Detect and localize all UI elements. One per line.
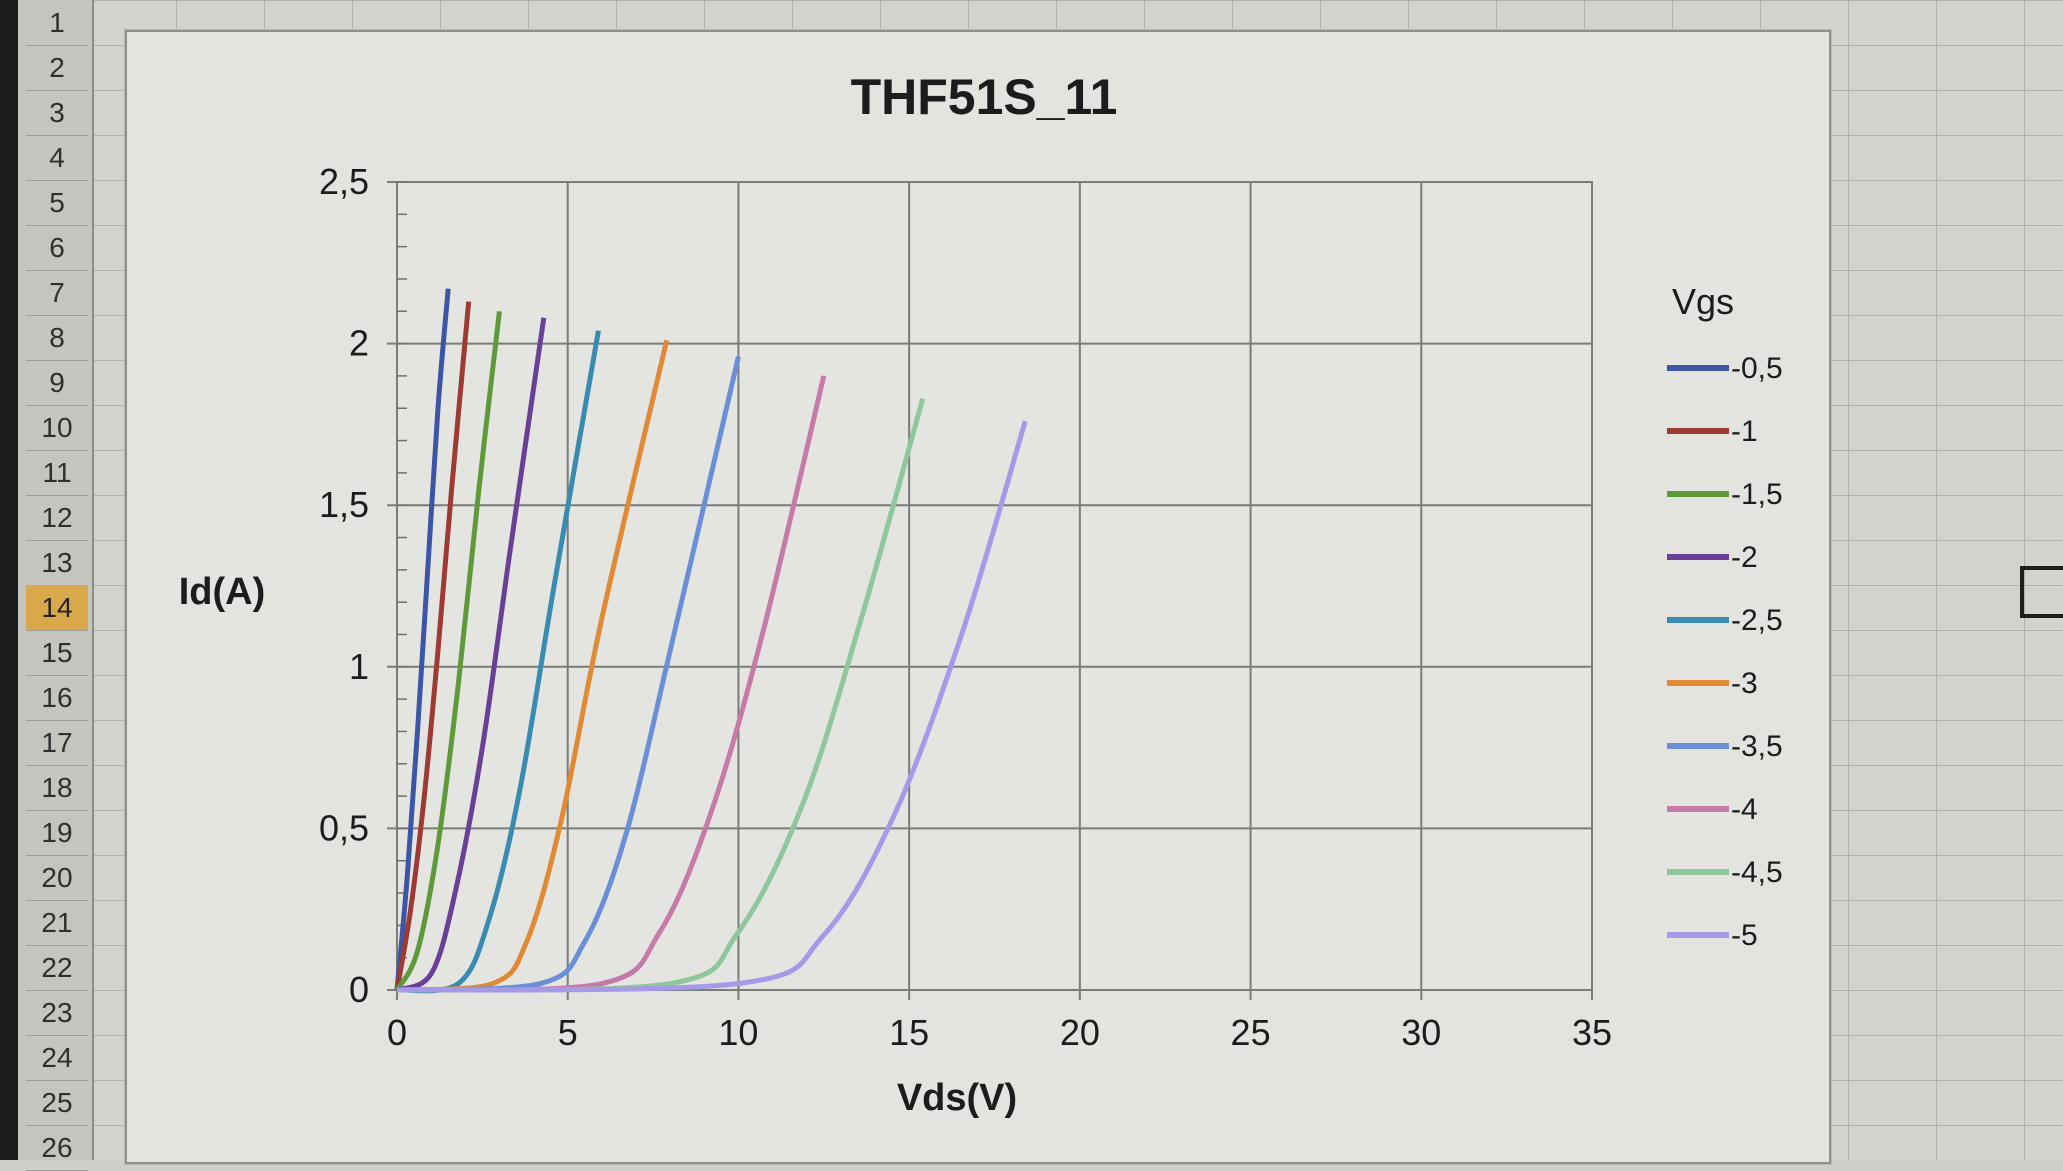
x-tick-label: 10 — [718, 1012, 758, 1053]
x-tick-label: 35 — [1572, 1012, 1612, 1053]
y-tick-label: 0,5 — [319, 807, 369, 848]
plot-area — [396, 181, 1593, 991]
row-number[interactable]: 11 — [26, 450, 88, 496]
chart-area[interactable]: THF51S_11 Id(A) Vds(V) 0 5 10 15 20 25 30 35 0 0,… — [125, 30, 1831, 1164]
y-tick-label: 2 — [349, 323, 369, 364]
row-number[interactable]: 12 — [26, 495, 88, 541]
row-number[interactable]: 17 — [26, 720, 88, 766]
series-line-10 — [396, 420, 1028, 993]
row-number[interactable]: 23 — [26, 990, 88, 1036]
row-number[interactable]: 14 — [26, 585, 88, 631]
row-number[interactable]: 22 — [26, 945, 88, 991]
cell-selection-cursor[interactable] — [2020, 566, 2063, 618]
series-line-6 — [396, 339, 670, 993]
row-number[interactable]: 10 — [26, 405, 88, 451]
legend-label: -3 — [1731, 667, 1758, 700]
legend-label: -3,5 — [1731, 730, 1783, 763]
series-line-1 — [394, 288, 451, 991]
legend-label: -4 — [1731, 793, 1758, 826]
row-number[interactable]: 25 — [26, 1080, 88, 1126]
row-number[interactable]: 1 — [26, 0, 88, 46]
row-number[interactable]: 18 — [26, 765, 88, 811]
legend-title: Vgs — [1672, 281, 1734, 322]
x-tick-label: 25 — [1231, 1012, 1271, 1053]
row-number[interactable]: 19 — [26, 810, 88, 856]
legend: Vgs -0,5 -1 -1,5 -2 -2,5 -3 -3,5 -4 -4,5 -5 — [1667, 281, 1783, 952]
x-axis-title: Vds(V) — [897, 1077, 1017, 1119]
row-number[interactable]: 7 — [26, 270, 88, 316]
series-line-3 — [394, 310, 502, 992]
chart-svg: THF51S_11 Id(A) Vds(V) 0 5 10 15 20 25 30 35 0 0,… — [179, 69, 1783, 1119]
row-number[interactable]: 3 — [26, 90, 88, 136]
gridlines — [387, 181, 1593, 1000]
series-line-5 — [396, 330, 601, 994]
chart-title: THF51S_11 — [851, 69, 1118, 125]
row-number[interactable]: 5 — [26, 180, 88, 226]
legend-label: -5 — [1731, 919, 1758, 952]
x-tick-label: 0 — [387, 1012, 407, 1053]
row-number[interactable]: 21 — [26, 900, 88, 946]
row-number[interactable]: 20 — [26, 855, 88, 901]
tick-labels: 0 5 10 15 20 25 30 35 0 0,5 1 1,5 2 2,5 — [319, 161, 1612, 1053]
legend-label: -1,5 — [1731, 478, 1783, 511]
x-tick-label: 5 — [558, 1012, 578, 1053]
x-tick-label: 15 — [889, 1012, 929, 1053]
y-tick-label: 2,5 — [319, 161, 369, 202]
row-number[interactable]: 9 — [26, 360, 88, 406]
row-number[interactable]: 26 — [26, 1125, 88, 1171]
row-number[interactable]: 16 — [26, 675, 88, 721]
legend-label: -1 — [1731, 415, 1758, 448]
series-line-2 — [394, 301, 472, 991]
row-number[interactable]: 8 — [26, 315, 88, 361]
row-number[interactable]: 2 — [26, 45, 88, 91]
y-tick-label: 1,5 — [319, 484, 369, 525]
legend-label: -2,5 — [1731, 604, 1783, 637]
row-number[interactable]: 13 — [26, 540, 88, 586]
series-lines — [394, 288, 1028, 994]
row-header: 1 2 3 4 5 6 7 8 9 10 11 12 13 14 15 16 17 18 19 20 21 22 23 24 2… — [0, 0, 94, 1171]
x-tick-label: 20 — [1060, 1012, 1100, 1053]
row-number[interactable]: 24 — [26, 1035, 88, 1081]
y-tick-label: 0 — [349, 969, 369, 1010]
legend-label: -2 — [1731, 541, 1758, 574]
series-line-4 — [395, 317, 547, 993]
x-tick-label: 30 — [1401, 1012, 1441, 1053]
row-number[interactable]: 6 — [26, 225, 88, 271]
legend-label: -0,5 — [1731, 352, 1783, 385]
row-number[interactable]: 4 — [26, 135, 88, 181]
y-tick-label: 1 — [349, 646, 369, 687]
row-number[interactable]: 15 — [26, 630, 88, 676]
y-axis-title: Id(A) — [179, 571, 266, 613]
series-line-7 — [396, 355, 741, 993]
legend-label: -4,5 — [1731, 856, 1783, 889]
